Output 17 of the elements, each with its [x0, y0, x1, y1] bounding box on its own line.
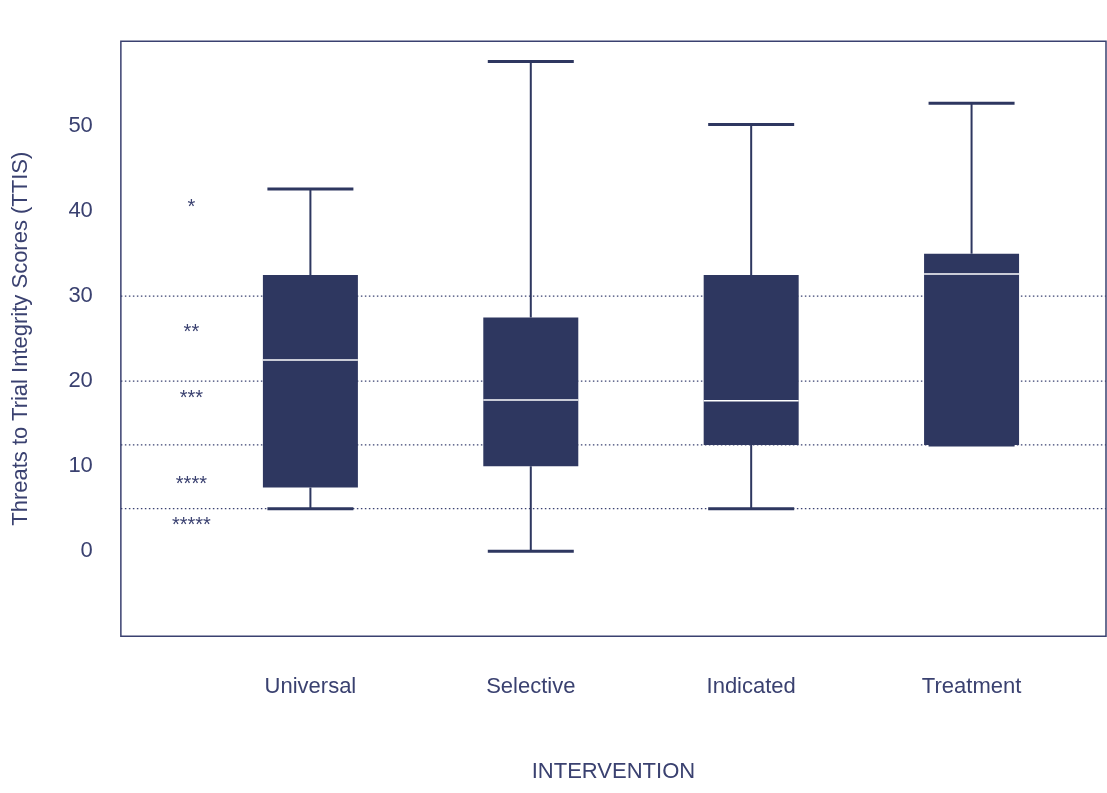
- x-tick-label: Universal: [264, 673, 357, 699]
- x-tick-label: Selective: [486, 673, 576, 699]
- annotation: **: [183, 320, 200, 343]
- annotation: ***: [179, 385, 204, 408]
- annotation: ****: [175, 471, 208, 494]
- y-axis-title: Threats to Trial Integrity Scores (TTIS): [7, 151, 33, 526]
- y-tick-label: 0: [80, 537, 93, 563]
- x-tick-label: Indicated: [706, 673, 796, 699]
- y-tick-label: 10: [68, 452, 93, 478]
- y-tick-label: 30: [68, 282, 93, 308]
- y-tick-label: 50: [68, 112, 93, 138]
- annotation: *****: [171, 513, 212, 536]
- y-tick-label: 20: [68, 367, 93, 393]
- y-tick-label: 40: [68, 197, 93, 223]
- annotation: *: [187, 195, 196, 218]
- x-axis-title: INTERVENTION: [531, 757, 696, 783]
- x-tick-label: Treatment: [921, 673, 1022, 699]
